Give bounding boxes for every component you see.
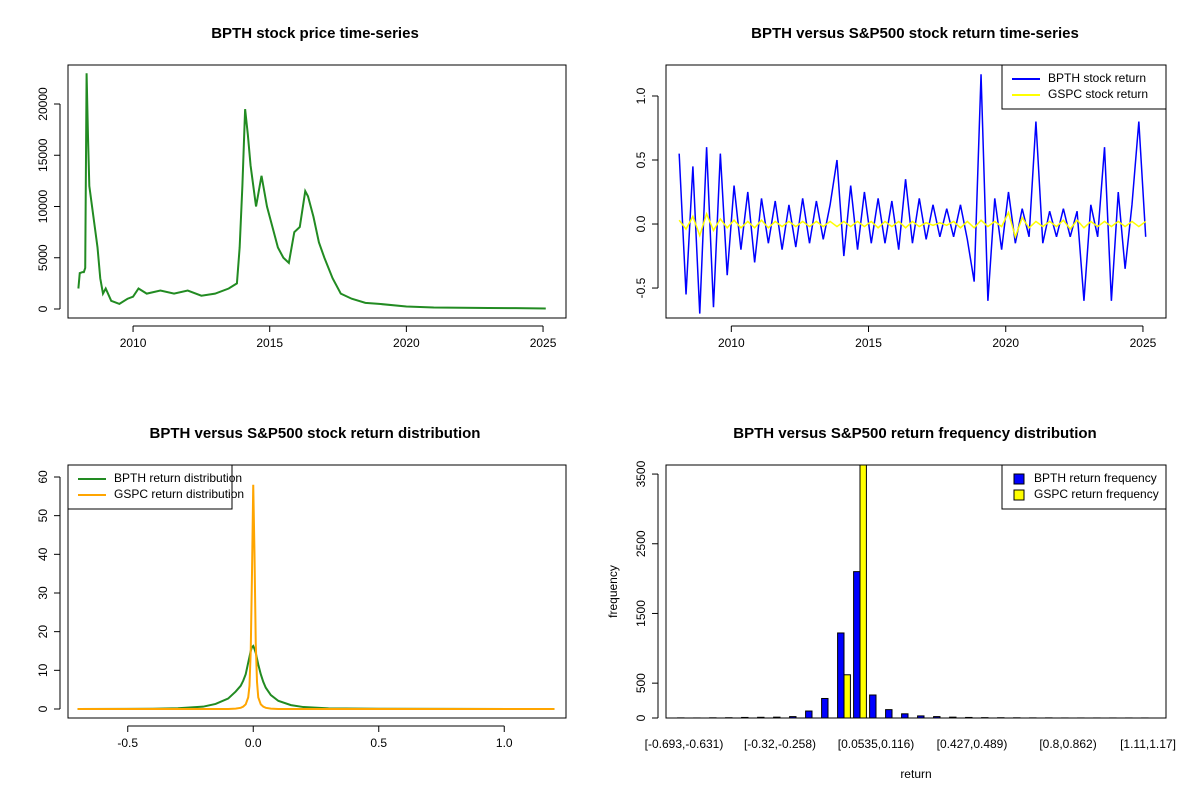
bar [917,715,925,718]
y-tick-label: 500 [634,673,648,693]
legend-label: BPTH stock return [1048,71,1146,85]
x-tick-label: [0.8,0.862) [1039,737,1096,751]
bar [901,713,909,718]
x-tick-label: 2015 [256,336,283,350]
series-line [77,73,546,310]
legend-box [67,464,233,510]
y-tick-label: 0 [36,705,50,712]
x-tick-label: [0.0535,0.116) [838,737,915,751]
series-line [678,210,1147,240]
plot-frame [665,64,1167,319]
series-line [77,644,555,710]
y-tick-label: 5000 [36,244,50,271]
legend-swatch [1013,489,1025,501]
bar [805,710,813,718]
y-tick-label: 40 [36,547,50,561]
plot-frame [67,64,567,319]
x-tick-label: 2025 [530,336,557,350]
y-tick-label: 2500 [634,530,648,557]
x-tick-label: [-0.32,-0.258) [744,737,816,751]
y-tick-label: 10000 [36,189,50,223]
chart-title: BPTH versus S&P500 stock return time-ser… [751,25,1079,42]
x-tick-label: 0.0 [245,736,262,750]
x-tick-label: -0.5 [117,736,138,750]
y-tick-label: 0 [36,305,50,312]
plot-area [77,73,546,310]
y-tick-label: 10 [36,663,50,677]
series-line [678,74,1147,314]
legend-label: GSPC return frequency [1034,487,1159,501]
y-tick-label: 3500 [634,460,648,487]
x-tick-label: 2010 [120,336,147,350]
x-tick-label: 2025 [1130,336,1157,350]
chart-title: BPTH versus S&P500 stock return distribu… [150,425,481,442]
plot-area [77,484,555,710]
legend-swatch [1013,473,1025,485]
x-tick-label: 2015 [855,336,882,350]
bar [789,716,797,718]
y-tick-label: 30 [36,586,50,600]
x-tick-label: [-0.693,-0.631) [645,737,724,751]
legend-label: BPTH return distribution [114,471,242,485]
legend-label: BPTH return frequency [1034,471,1157,485]
y-tick-label: 60 [36,470,50,484]
bar [843,674,851,718]
bar [885,709,893,718]
plot-frame [665,464,1167,719]
y-tick-label: 20000 [36,87,50,121]
y-tick-label: 0.0 [634,215,648,232]
y-tick-label: 15000 [36,138,50,172]
bar [859,465,867,718]
x-tick-label: 1.0 [496,736,513,750]
y-tick-label: 0.5 [634,151,648,168]
chart-title: BPTH versus S&P500 return frequency dist… [733,425,1096,442]
y-tick-label: 1.0 [634,87,648,104]
x-tick-label: 0.5 [370,736,387,750]
y-tick-label: 1500 [634,600,648,627]
bar [837,632,845,718]
x-tick-label: [0.427,0.489) [937,737,1008,751]
y-tick-label: -0.5 [634,277,648,298]
x-tick-label: 2010 [718,336,745,350]
plot-area [678,74,1147,314]
y-tick-label: 0 [634,714,648,721]
y-tick-label: 50 [36,509,50,523]
x-tick-label: 2020 [992,336,1019,350]
bar [821,697,829,718]
x-axis-label: return [900,767,931,781]
legend-label: GSPC return distribution [114,487,244,501]
bar [869,694,877,718]
legend-box [1001,64,1167,110]
y-axis-label: frequency [606,565,620,618]
y-tick-label: 20 [36,625,50,639]
bar [853,571,861,718]
x-tick-label: [1.11,1.17] [1120,737,1176,751]
x-tick-label: 2020 [393,336,420,350]
legend-label: GSPC stock return [1048,87,1148,101]
legend-box [1001,464,1167,510]
chart-title: BPTH stock price time-series [211,25,419,42]
plot-frame [67,464,567,719]
bar [933,716,941,718]
series-line [77,484,555,710]
